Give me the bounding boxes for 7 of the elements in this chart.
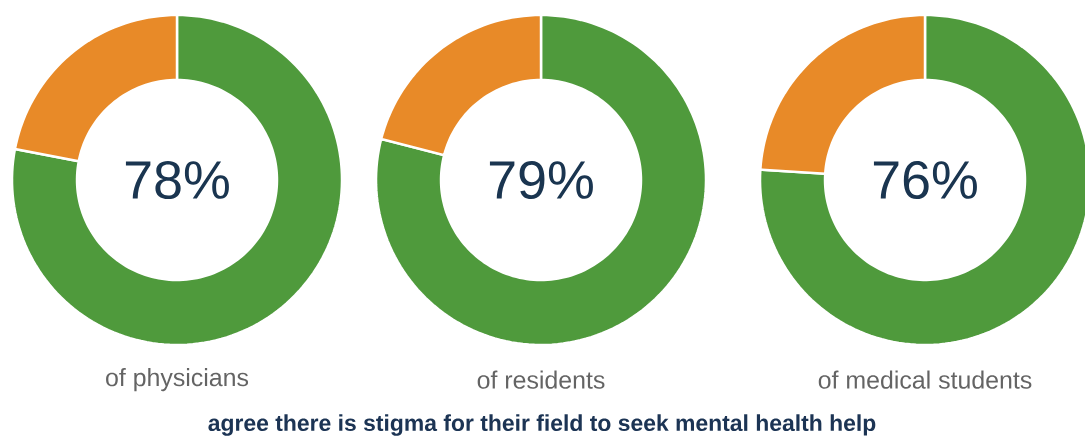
text: of medical students — [818, 370, 1032, 389]
data-label: 79% — [489, 160, 593, 200]
text: of residents — [477, 370, 605, 389]
data-label: 76% — [873, 160, 977, 200]
data-label: 78% — [125, 160, 229, 200]
text: of physicians — [106, 368, 249, 392]
text: agree there is stigma for their field to seek mental health help — [208, 414, 876, 436]
